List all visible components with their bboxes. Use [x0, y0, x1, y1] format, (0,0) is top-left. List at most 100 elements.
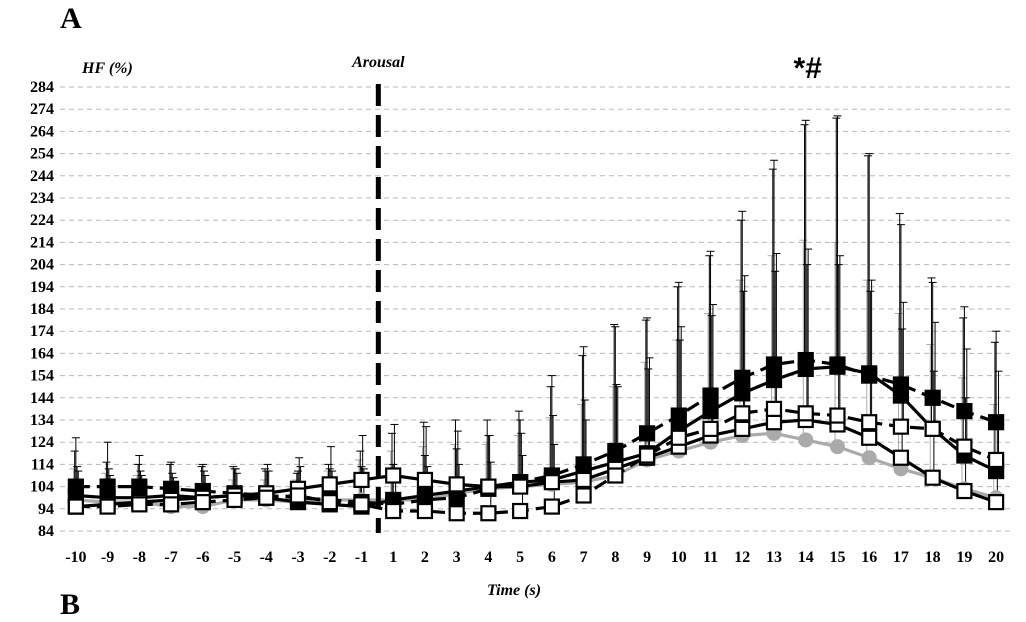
x-tick-label: 17: [893, 549, 909, 566]
y-tick-label: 104: [30, 479, 54, 496]
series-4-point: [480, 478, 497, 495]
series-5-point: [892, 418, 910, 435]
series-3-point: [797, 351, 814, 369]
y-tick-label: 234: [30, 190, 54, 207]
x-tick-labels: -10 -9 -8 -7 -6 -5 -4 -3 -2 -1 1 2 3 4 5 6 7 8 9 10 11 12 13 14…: [65, 549, 1004, 566]
series-4-point: [448, 476, 465, 493]
series-3-point: [99, 478, 116, 495]
series-3-point: [575, 456, 592, 473]
series-1-point: [861, 450, 877, 466]
y-tick-label: 284: [30, 79, 54, 96]
series-5-point: [512, 502, 529, 520]
series-4-point: [924, 469, 941, 486]
series-5-point: [734, 405, 751, 422]
series-4-point: [765, 414, 783, 431]
x-tick-label: 19: [956, 549, 972, 566]
x-tick-label: 18: [925, 549, 941, 566]
series-5-point: [416, 502, 434, 520]
x-tick-label: 7: [580, 549, 588, 566]
x-tick-label: -10: [65, 549, 86, 566]
y-tick-label: 114: [31, 456, 54, 473]
series-4-point: [988, 494, 1005, 511]
series-4-point: [353, 471, 370, 489]
series-3-point: [892, 376, 910, 393]
x-tick-label: 5: [516, 549, 524, 566]
series-5-point: [956, 438, 973, 455]
y-tick-label: 194: [30, 279, 54, 296]
x-tick-label: 16: [861, 549, 877, 566]
x-tick-label: 15: [829, 549, 845, 566]
series-5-point: [67, 498, 84, 515]
series-4-point: [385, 467, 402, 484]
series-5-point: [131, 496, 148, 513]
series-markers: [67, 351, 1005, 522]
y-tick-label: 254: [30, 146, 54, 163]
x-tick-label: -3: [291, 549, 304, 566]
series-2-point: [765, 371, 783, 389]
series-4-point: [543, 474, 560, 491]
x-tick-label: -8: [133, 549, 146, 566]
x-tick-label: -9: [101, 549, 114, 566]
series-5-point: [385, 502, 402, 520]
y-tick-label: 274: [30, 101, 54, 118]
x-tick-label: 13: [766, 549, 782, 566]
series-5-point: [162, 496, 180, 513]
x-tick-label: -5: [228, 549, 241, 566]
series-1-point: [798, 432, 814, 448]
series-4-point: [512, 478, 529, 495]
series-3-point: [924, 389, 941, 406]
x-tick-label: 9: [643, 549, 651, 566]
x-tick-label: 11: [703, 549, 718, 566]
x-tick-label: -4: [260, 549, 273, 566]
series-5-point: [480, 505, 497, 522]
series-5-point: [575, 487, 592, 504]
series-5-point: [670, 429, 687, 446]
series-5-point: [702, 420, 719, 437]
series-2-point: [734, 385, 751, 402]
series-5-point: [988, 451, 1005, 469]
series-3-point: [734, 369, 751, 386]
x-tick-label: 3: [453, 549, 461, 566]
series-3-point: [638, 425, 656, 442]
series-5-point: [924, 420, 941, 437]
y-tick-label: 94: [38, 501, 54, 518]
x-tick-label: 20: [988, 549, 1004, 566]
y-tick-label: 214: [30, 234, 54, 251]
y-tick-label: 224: [30, 212, 54, 229]
series-5-point: [638, 447, 656, 464]
series-3-point: [956, 403, 973, 420]
y-tick-label: 134: [30, 412, 54, 429]
hf-line-chart: 8494104114124134144154164174184194204214…: [30, 52, 1012, 599]
series-3-point: [765, 356, 783, 373]
x-tick-label: 8: [611, 549, 619, 566]
series-5-point: [765, 400, 783, 417]
significance-marker: *#: [794, 52, 823, 85]
series-5-point: [258, 489, 275, 506]
y-tick-label: 264: [30, 123, 54, 140]
series-4-point: [321, 476, 338, 493]
series-5-point: [543, 498, 560, 515]
y-tick-label: 124: [30, 434, 54, 451]
x-tick-label: 10: [671, 549, 687, 566]
series-1-point: [829, 439, 845, 455]
series-3-point: [829, 356, 846, 373]
series-3-point: [67, 478, 84, 495]
arousal-label: Arousal: [351, 54, 405, 71]
y-tick-label: 244: [30, 168, 54, 185]
x-tick-label: -7: [164, 549, 177, 566]
y-axis-title: HF (%): [81, 60, 133, 77]
series-3-point: [702, 387, 719, 404]
x-tick-label: 4: [484, 549, 492, 566]
x-tick-label: 1: [389, 549, 397, 566]
series-3-point: [670, 407, 687, 424]
series-4-point: [861, 429, 878, 446]
series-5-point: [226, 491, 243, 509]
series-5-point: [448, 505, 465, 522]
series-4-point: [734, 420, 751, 437]
y-tick-label: 154: [30, 368, 54, 385]
x-tick-label: 2: [421, 549, 429, 566]
series-4-point: [956, 482, 973, 500]
series-5-point: [353, 496, 370, 513]
y-tick-label: 184: [30, 301, 54, 318]
x-tick-label: 14: [798, 549, 814, 566]
